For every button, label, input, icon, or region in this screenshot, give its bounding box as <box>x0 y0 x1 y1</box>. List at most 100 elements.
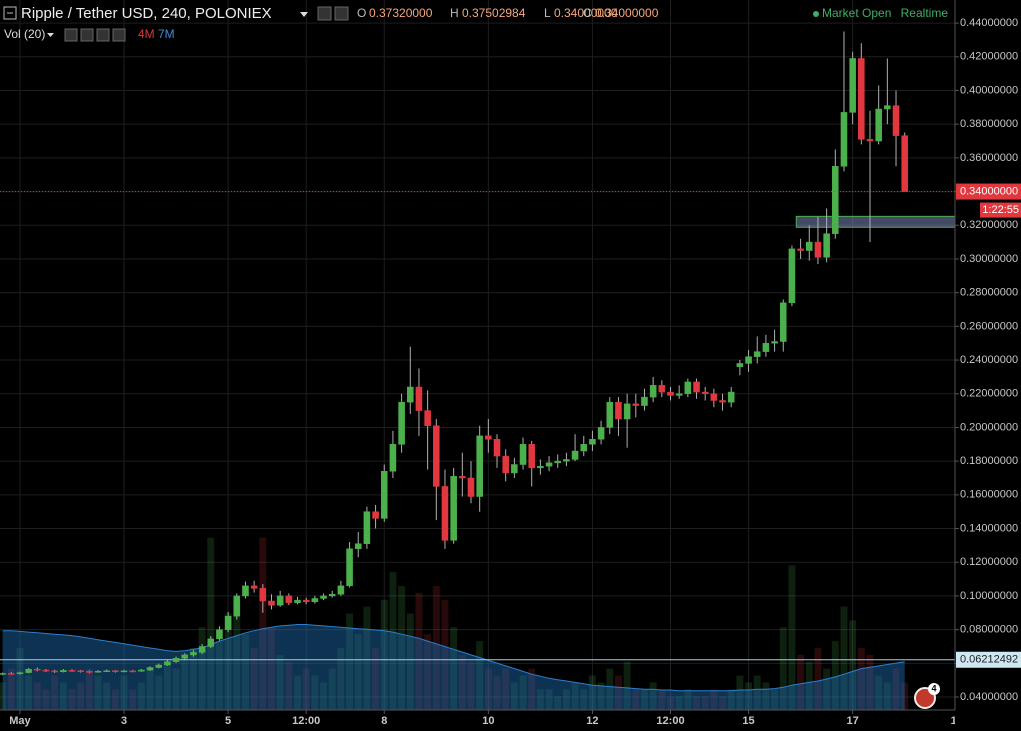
volume-bar <box>458 654 466 710</box>
x-tick-label: 5 <box>225 715 231 727</box>
volume-bar <box>59 682 67 710</box>
candle-body <box>224 615 232 630</box>
volume-bar <box>259 537 267 710</box>
volume-bar <box>68 689 76 710</box>
y-tick-label: 0.40000000 <box>960 84 1018 96</box>
candle-body <box>207 638 215 647</box>
volume-bar <box>424 634 432 710</box>
last-price-bg <box>956 183 1021 200</box>
countdown-bg <box>980 202 1021 218</box>
candle-body <box>328 594 336 597</box>
volume-bar <box>354 634 362 710</box>
volume-bar <box>85 668 93 710</box>
volume-bar <box>667 696 674 710</box>
volume-bar <box>536 689 544 710</box>
volume-bar <box>840 606 848 710</box>
symbol-dropdown[interactable] <box>300 12 308 17</box>
candle-body <box>537 465 544 469</box>
volume-bar <box>510 682 518 710</box>
candle-body <box>94 670 102 673</box>
volume-bar <box>779 627 787 710</box>
x-tick-label: 8 <box>381 715 387 727</box>
volume-bar <box>580 689 588 710</box>
candle-body <box>302 599 310 603</box>
candle-body <box>68 670 76 672</box>
candle-body <box>779 302 787 342</box>
candle-body <box>797 248 804 251</box>
volume-hide-icon[interactable] <box>64 28 78 42</box>
volume-bar <box>189 647 197 710</box>
plot <box>0 31 956 676</box>
volume-bar <box>545 689 553 710</box>
candle-body <box>77 670 84 672</box>
candle-body <box>866 139 874 142</box>
y-tick-label: 0.44000000 <box>960 17 1018 29</box>
candle-body <box>233 595 241 617</box>
volume-bar <box>562 689 570 710</box>
candle-body <box>250 585 258 589</box>
candle-body <box>433 425 440 487</box>
y-tick-label: 0.26000000 <box>960 320 1018 332</box>
volume-bar <box>207 537 215 710</box>
volume-bar <box>493 675 501 710</box>
volume-bar <box>233 599 241 710</box>
volume-bar <box>632 689 640 710</box>
reference-label: 0.06212492 <box>960 654 1018 666</box>
candle-body <box>649 385 657 398</box>
y-tick-label: 0.30000000 <box>960 253 1018 265</box>
candle-body <box>42 669 50 672</box>
candle-body <box>181 654 189 659</box>
candle-body <box>511 464 518 474</box>
volume-bar <box>242 634 249 710</box>
volume-source-icon[interactable] <box>96 28 110 42</box>
volume-bar <box>450 627 458 710</box>
candle-body <box>398 401 405 445</box>
volume-bar <box>42 689 50 710</box>
volume-dropdown[interactable] <box>47 33 54 37</box>
y-tick-label: 0.12000000 <box>960 556 1018 568</box>
candle-body <box>25 668 32 673</box>
volume-bar <box>467 661 475 710</box>
ohlc-value: 0.37502984 <box>462 6 526 20</box>
settings-icon[interactable] <box>334 6 349 21</box>
feed-status: Realtime <box>901 6 949 20</box>
badge[interactable]: 4 <box>914 683 940 709</box>
volume-remove-icon[interactable] <box>112 28 126 42</box>
candle-body <box>337 585 345 595</box>
candle-body <box>589 438 596 445</box>
volume-bar <box>129 689 137 710</box>
badge-count: 4 <box>931 683 936 693</box>
volume-bar <box>597 682 605 710</box>
candle-body <box>216 629 223 640</box>
volume-bar <box>476 641 484 710</box>
candle-body <box>285 595 293 603</box>
hide-icon[interactable] <box>317 6 332 21</box>
volume-bar <box>484 668 492 710</box>
candle-body <box>311 598 319 603</box>
candle-body <box>563 459 570 462</box>
volume-bar <box>432 585 440 710</box>
volume-settings-icon[interactable] <box>80 28 94 42</box>
candle-body <box>693 381 700 393</box>
volume-bar <box>77 682 85 710</box>
x-tick-label: 3 <box>121 715 127 727</box>
volume-bar <box>103 682 111 710</box>
candle-body <box>190 652 197 656</box>
candle-body <box>727 391 735 403</box>
y-tick-label: 0.08000000 <box>960 624 1018 636</box>
volume-bar <box>406 613 414 710</box>
badge-count-bg <box>928 683 940 695</box>
y-tick-label: 0.14000000 <box>960 522 1018 534</box>
market-status: Market Open <box>822 6 891 20</box>
volume-bar <box>415 592 423 710</box>
candle-body <box>753 351 761 357</box>
volume-bar <box>614 675 622 710</box>
volume-bar <box>502 668 510 710</box>
volume-bar <box>224 613 232 710</box>
volume-bar <box>172 668 180 710</box>
candle-body <box>641 396 648 406</box>
collapse-icon[interactable] <box>3 6 17 20</box>
grid <box>0 0 958 710</box>
volume-bar <box>441 599 449 710</box>
